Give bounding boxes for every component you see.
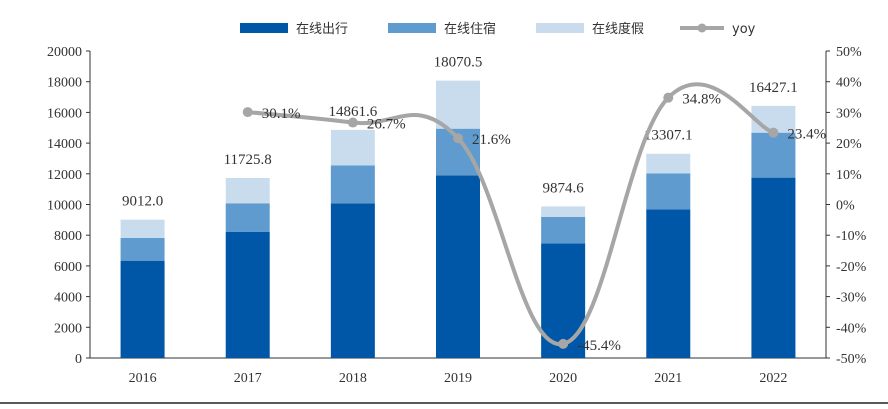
bar-segment-0-2018 [330, 203, 375, 358]
yoy-data-label: 21.6% [472, 132, 511, 148]
right-axis-tick-label: 10% [836, 168, 862, 183]
right-axis-tick-label: 0% [836, 199, 855, 214]
right-axis-tick-label: -20% [836, 260, 867, 275]
right-axis-tick-label: -40% [836, 321, 867, 336]
yoy-data-label: 23.4% [787, 127, 826, 143]
legend-label: yoy [732, 22, 756, 37]
yoy-point [558, 338, 569, 349]
legend-swatch-1 [388, 23, 436, 33]
bar-segment-1-2022 [751, 132, 796, 178]
legend-line-marker [697, 23, 707, 33]
bar-total-label: 14861.6 [328, 104, 377, 120]
left-axis-tick-label: 18000 [47, 76, 82, 91]
bar-total-label: 13307.1 [644, 128, 693, 144]
bar-total-label: 11725.8 [224, 152, 272, 168]
legend-label: 在线出行 [296, 22, 348, 37]
yoy-point [663, 92, 674, 103]
bar-segment-0-2021 [646, 209, 691, 358]
yoy-data-label: 30.1% [262, 106, 301, 122]
bar-segment-2-2021 [646, 153, 691, 174]
yoy-line [247, 82, 775, 346]
yoy-data-label: 26.7% [367, 117, 406, 133]
bar-segment-2-2016 [120, 219, 165, 238]
bar-segment-2-2018 [330, 129, 375, 166]
bar-segment-0-2016 [120, 260, 165, 358]
left-axis-tick-label: 4000 [54, 291, 82, 306]
x-axis-tick-label: 2020 [549, 371, 577, 386]
yoy-data-label: 34.8% [682, 92, 721, 108]
bar-segment-1-2021 [646, 173, 691, 210]
legend-label: 在线住宿 [444, 21, 496, 37]
left-axis-tick-label: 14000 [47, 137, 82, 152]
left-axis-tick-label: 6000 [54, 260, 82, 275]
bar-segment-1-2018 [330, 165, 375, 204]
x-axis-tick-label: 2017 [234, 371, 262, 386]
left-axis-tick-label: 16000 [47, 106, 82, 121]
right-axis-tick-label: 30% [836, 106, 862, 121]
yoy-point [453, 133, 463, 144]
legend-swatch-0 [240, 23, 288, 33]
right-axis-tick-label: 50% [836, 45, 862, 60]
right-axis-tick-label: 40% [836, 76, 862, 91]
bar-segment-1-2020 [541, 216, 586, 244]
x-axis-tick-label: 2016 [129, 371, 157, 386]
x-axis-tick-label: 2022 [759, 371, 787, 386]
bar-segment-2-2017 [225, 178, 270, 204]
legend-swatch-2 [536, 23, 584, 33]
yoy-data-label: -45.4% [577, 338, 621, 354]
bar-segment-0-2017 [225, 231, 270, 358]
x-axis-tick-label: 2019 [444, 371, 472, 386]
bar-segment-1-2017 [225, 203, 270, 232]
right-axis-tick-label: 20% [836, 137, 862, 152]
left-axis-tick-label: 8000 [54, 229, 82, 244]
x-axis-tick-label: 2018 [339, 371, 367, 386]
left-axis-tick-label: 0 [75, 352, 82, 367]
bar-total-label: 16427.1 [749, 80, 798, 96]
left-axis-tick-label: 20000 [47, 45, 82, 60]
right-axis-tick-label: -30% [836, 291, 867, 306]
right-axis-tick-label: -10% [836, 229, 867, 244]
yoy-point [347, 117, 358, 128]
bar-segment-0-2019 [436, 175, 480, 358]
legend-label: 在线度假 [592, 21, 644, 37]
left-axis-tick-label: 12000 [47, 168, 82, 183]
bar-segment-2-2020 [541, 206, 586, 217]
bar-total-label: 18070.5 [434, 55, 483, 71]
left-axis-tick-label: 10000 [47, 199, 82, 214]
left-axis-tick-label: 2000 [54, 321, 82, 336]
bar-segment-2-2019 [436, 80, 480, 129]
yoy-point [768, 127, 779, 138]
bar-total-label: 9874.6 [543, 180, 585, 196]
x-axis-tick-label: 2021 [654, 371, 682, 386]
right-axis-tick-label: -50% [836, 352, 867, 367]
bar-segment-1-2016 [120, 237, 165, 261]
yoy-point [242, 107, 253, 118]
bar-segment-0-2022 [751, 177, 796, 358]
bar-total-label: 9012.0 [122, 194, 163, 210]
